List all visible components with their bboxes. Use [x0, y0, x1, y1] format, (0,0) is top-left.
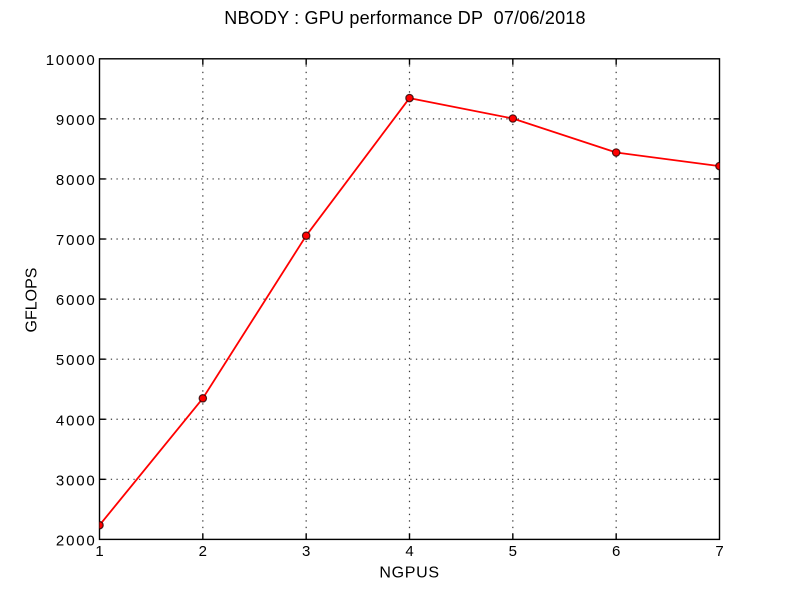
svg-text:NBODY : GPU performance DP 07: NBODY : GPU performance DP 07/06/2018 [224, 8, 585, 28]
svg-text:4000: 4000 [56, 412, 97, 429]
svg-text:4: 4 [405, 543, 413, 560]
svg-text:NGPUS: NGPUS [379, 565, 439, 582]
svg-text:2: 2 [199, 543, 207, 560]
svg-text:GFLOPS: GFLOPS [24, 268, 41, 333]
svg-text:9000: 9000 [56, 112, 97, 129]
svg-text:5: 5 [509, 543, 517, 560]
svg-text:2000: 2000 [56, 532, 97, 549]
svg-text:6: 6 [612, 543, 620, 560]
svg-text:3: 3 [302, 543, 310, 560]
svg-text:3000: 3000 [56, 472, 97, 489]
svg-text:1: 1 [95, 543, 103, 560]
svg-text:10000: 10000 [46, 52, 97, 69]
svg-text:7000: 7000 [56, 232, 97, 249]
svg-text:8000: 8000 [56, 172, 97, 189]
svg-text:5000: 5000 [56, 352, 97, 369]
svg-text:6000: 6000 [56, 292, 97, 309]
svg-text:7: 7 [715, 543, 723, 560]
